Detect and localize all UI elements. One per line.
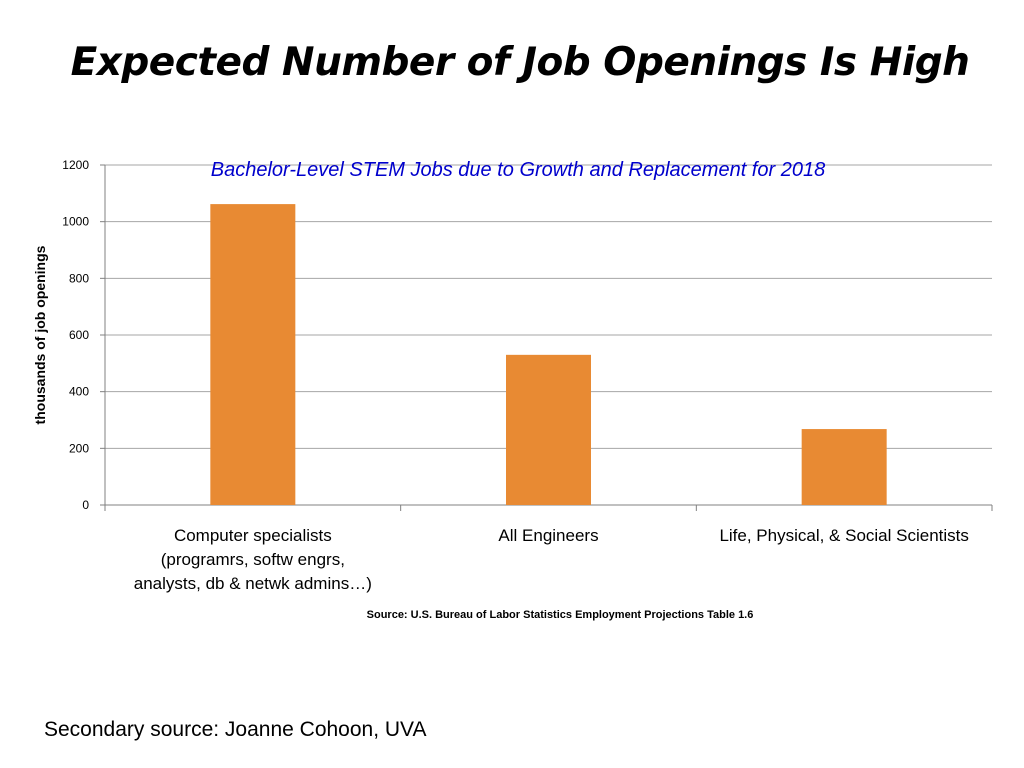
x-tick-label: Life, Physical, & Social Scientists: [719, 526, 968, 545]
y-tick-label: 600: [69, 328, 89, 342]
x-tick-label: analysts, db & netwk admins…): [134, 574, 372, 593]
slide-title: Expected Number of Job Openings Is High: [70, 40, 970, 85]
y-tick-label: 200: [69, 441, 89, 455]
y-tick-label: 400: [69, 385, 89, 399]
bar: [801, 429, 887, 505]
y-tick-label: 800: [69, 271, 89, 285]
bar: [210, 204, 296, 505]
bar: [506, 354, 591, 505]
secondary-source: Secondary source: Joanne Cohoon, UVA: [44, 718, 427, 741]
y-tick-label: 1200: [62, 158, 89, 172]
source-note: Source: U.S. Bureau of Labor Statistics …: [366, 609, 754, 621]
chart-title: Bachelor-Level STEM Jobs due to Growth a…: [211, 159, 825, 181]
y-tick-label: 1000: [62, 215, 89, 229]
x-tick-label: Computer specialists: [174, 526, 332, 545]
x-tick-label: (programrs, softw engrs,: [161, 550, 345, 569]
x-tick-label: All Engineers: [498, 526, 598, 545]
y-axis-label: thousands of job openings: [32, 245, 48, 424]
y-tick-label: 0: [82, 498, 89, 512]
